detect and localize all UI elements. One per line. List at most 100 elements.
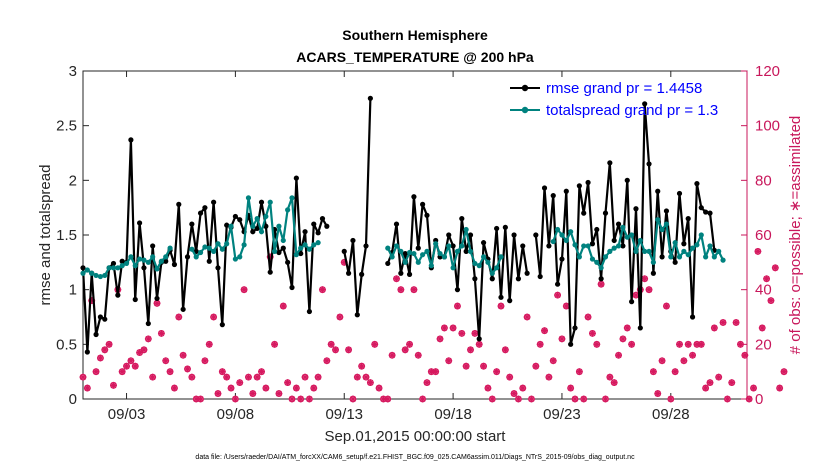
- totalspread-point: [280, 237, 286, 244]
- obs-assimilated-marker: [528, 395, 535, 403]
- obs-assimilated-marker: [366, 379, 374, 386]
- rmse-point: [559, 256, 565, 262]
- rmse-point: [515, 276, 522, 282]
- rmse-point: [633, 206, 639, 212]
- rmse-point: [237, 217, 243, 223]
- obs-assimilated-marker: [458, 330, 466, 337]
- totalspread-point: [585, 243, 591, 249]
- obs-assimilated-marker: [362, 373, 370, 381]
- totalspread-point: [145, 259, 151, 265]
- totalspread-point: [433, 241, 439, 247]
- totalspread-point: [489, 270, 495, 276]
- obs-assimilated-marker: [710, 324, 718, 332]
- rmse-point: [171, 261, 178, 268]
- obs-assimilated-marker: [771, 264, 779, 272]
- rmse-point: [163, 258, 169, 264]
- obs-assimilated-marker: [541, 327, 548, 335]
- obs-assimilated-marker: [105, 340, 113, 348]
- rmse-point: [93, 331, 99, 338]
- y2-tick-label: 80: [755, 172, 772, 189]
- obs-assimilated-marker: [240, 286, 248, 294]
- totalspread-point: [554, 226, 561, 233]
- obs-assimilated-marker: [706, 379, 714, 386]
- rmse-point: [589, 241, 596, 247]
- y2-tick-label: 40: [755, 282, 772, 299]
- obs-assimilated-marker: [558, 335, 566, 343]
- obs-assimilated-marker: [144, 335, 152, 343]
- obs-assimilated-marker: [763, 275, 770, 283]
- totalspread-point: [197, 249, 204, 256]
- totalspread-point: [642, 248, 648, 254]
- obs-assimilated-marker: [602, 395, 609, 403]
- obs-assimilated-marker: [767, 297, 775, 304]
- rmse-point: [102, 316, 108, 322]
- obs-assimilated-marker: [519, 384, 527, 392]
- rmse-point: [581, 210, 587, 216]
- rmse-point: [454, 287, 461, 293]
- obs-assimilated-marker: [702, 384, 710, 392]
- rmse-point: [176, 201, 182, 207]
- legend: rmse grand pr = 1.4458 totalspread grand…: [510, 80, 718, 119]
- totalspread-point: [102, 272, 108, 279]
- obs-assimilated-marker: [127, 357, 135, 365]
- rmse-point: [184, 254, 191, 260]
- obs-assimilated-marker: [118, 368, 126, 376]
- rmse-point: [663, 208, 670, 214]
- rmse-point: [502, 224, 508, 230]
- totalspread-point: [263, 213, 269, 220]
- obs-assimilated-marker: [501, 346, 509, 354]
- rmse-point: [189, 221, 195, 227]
- totalspread-point: [676, 254, 683, 260]
- rmse-point: [467, 232, 474, 238]
- rmse-point: [219, 322, 225, 328]
- obs-assimilated-marker: [184, 365, 191, 373]
- obs-assimilated-marker: [253, 373, 261, 381]
- obs-assimilated-marker: [440, 324, 448, 332]
- obs-assimilated-marker: [223, 373, 231, 381]
- totalspread-point: [141, 257, 147, 263]
- rmse-point: [254, 225, 260, 232]
- totalspread-point: [450, 265, 456, 271]
- obs-assimilated-marker: [575, 368, 583, 376]
- totalspread-point: [106, 265, 112, 271]
- rmse-point: [341, 248, 347, 254]
- obs-assimilated-marker: [393, 275, 400, 283]
- rmse-point: [145, 320, 151, 327]
- obs-assimilated-marker: [332, 346, 339, 354]
- obs-assimilated-marker: [275, 390, 283, 397]
- totalspread-point: [254, 216, 260, 222]
- obs-assimilated-marker: [258, 368, 265, 376]
- obs-assimilated-marker: [641, 275, 649, 283]
- obs-assimilated-marker: [724, 395, 731, 403]
- totalspread-point: [245, 195, 252, 201]
- rmse-point: [703, 209, 709, 215]
- obs-assimilated-marker: [649, 368, 657, 376]
- totalspread-point: [167, 245, 173, 251]
- obs-assimilated-marker: [171, 384, 178, 392]
- y-tick-label: 3: [69, 63, 77, 80]
- obs-assimilated-marker: [214, 390, 222, 397]
- obs-assimilated-marker: [306, 395, 313, 403]
- obs-assimilated-marker: [406, 340, 413, 348]
- rmse-point: [620, 243, 626, 249]
- rmse-point: [367, 95, 373, 101]
- rmse-point: [224, 222, 230, 228]
- totalspread-point: [211, 248, 217, 254]
- obs-assimilated-marker: [292, 384, 300, 392]
- totalspread-point: [193, 254, 199, 260]
- totalspread-point: [424, 248, 430, 254]
- rmse-point: [293, 175, 299, 181]
- obs-assimilated-marker: [680, 357, 688, 365]
- rmse-point: [132, 296, 138, 303]
- obs-assimilated-marker: [175, 313, 183, 321]
- totalspread-point: [437, 250, 443, 257]
- totalspread-point: [672, 240, 678, 246]
- rmse-point: [520, 243, 526, 249]
- obs-assimilated-marker: [671, 368, 679, 376]
- x-tick-label: 09/13: [325, 406, 363, 423]
- rmse-point: [150, 243, 156, 249]
- totalspread-point: [89, 270, 95, 276]
- obs-assimilated-marker: [732, 319, 740, 326]
- rmse-point: [659, 254, 665, 260]
- rmse-point: [642, 101, 648, 107]
